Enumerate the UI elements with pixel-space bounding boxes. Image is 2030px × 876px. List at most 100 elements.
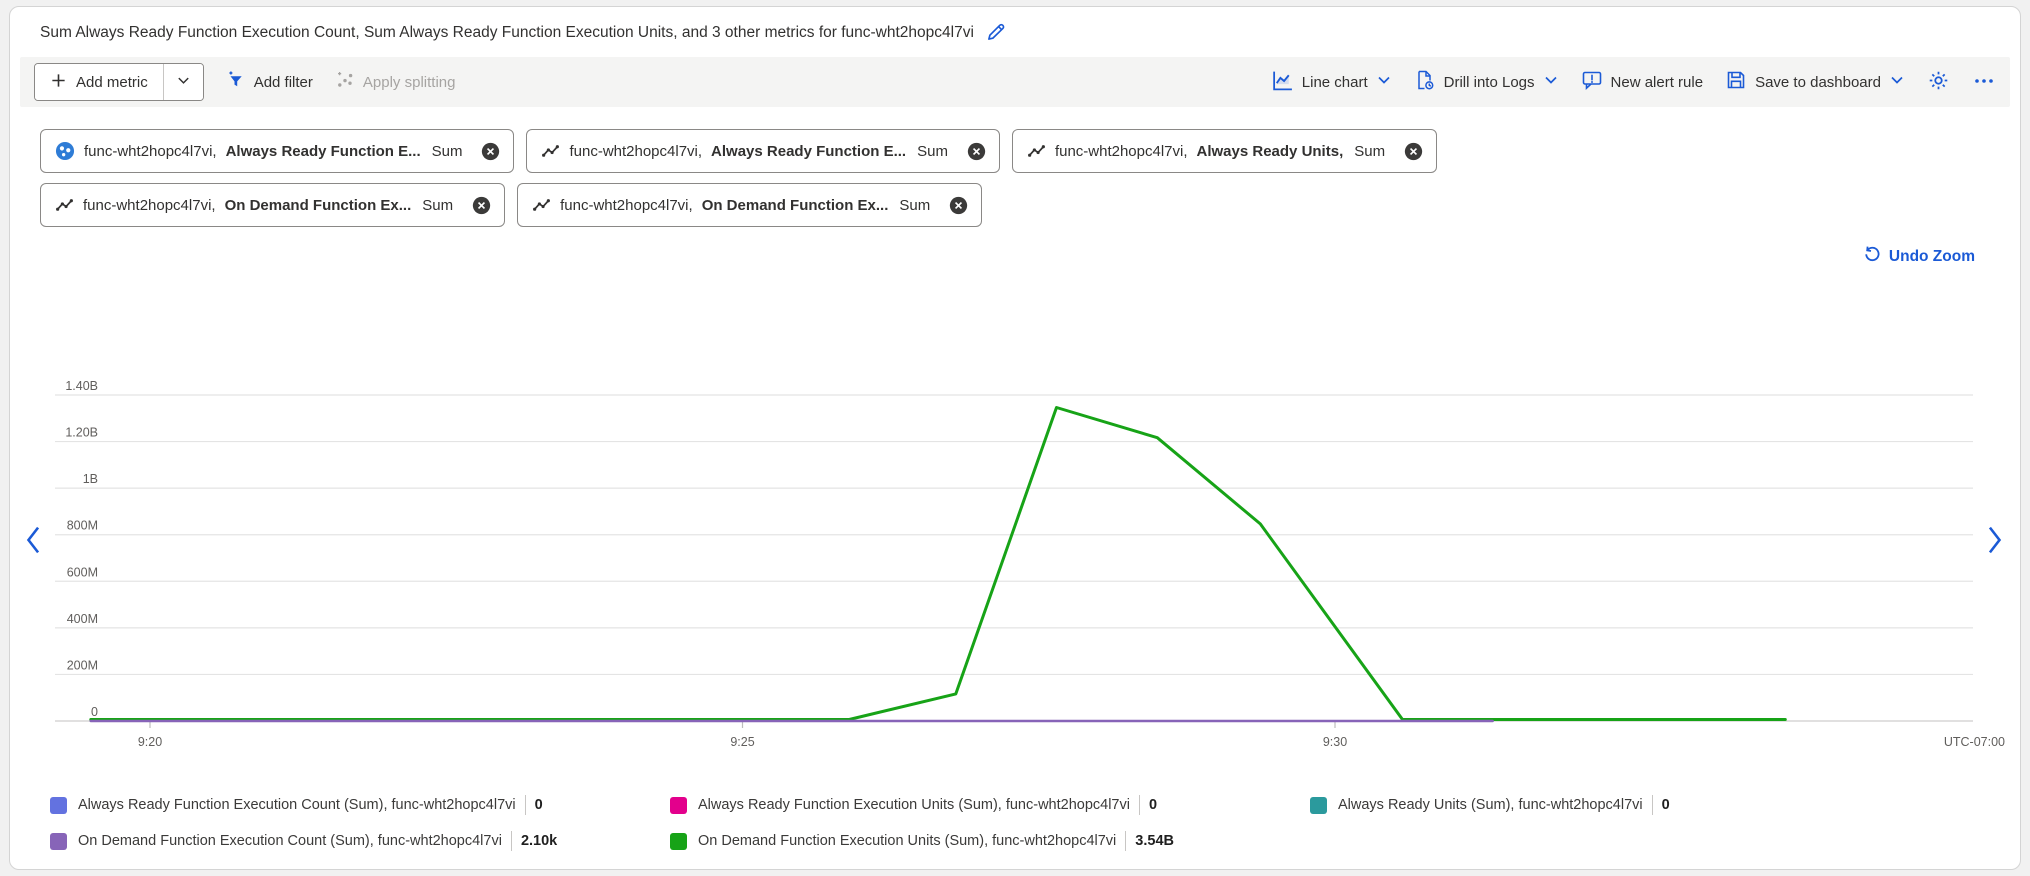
legend-separator [524, 795, 526, 815]
y-axis-tick-label: 0 [91, 705, 98, 719]
metric-pill[interactable]: func-wht2hopc4l7vi, Always Ready Function… [40, 129, 515, 173]
pill-aggregation: Sum [1354, 142, 1386, 160]
pan-right-button[interactable] [1982, 519, 2008, 563]
pill-resource: func-wht2hopc4l7vi, [83, 196, 216, 214]
legend-separator [1651, 795, 1653, 815]
pill-aggregation: Sum [431, 142, 463, 160]
close-icon[interactable] [481, 142, 500, 161]
close-icon[interactable] [949, 196, 968, 215]
chart-area: 0 200M 400M 600M 800M 1B 1.20B 1.40B 9:20 9:25 9:3… [10, 273, 2020, 753]
save-to-dashboard-label: Save to dashboard [1755, 73, 1881, 91]
settings-button[interactable] [1927, 69, 1950, 95]
add-filter-label: Add filter [253, 73, 313, 91]
chart-toolbar: Add metric Add filter Apply splitting Li… [20, 57, 2010, 107]
y-axis-tick-label: 1.40B [65, 379, 98, 393]
drill-into-logs-label: Drill into Logs [1443, 73, 1535, 91]
close-icon[interactable] [1404, 142, 1423, 161]
metric-pill[interactable]: func-wht2hopc4l7vi, Always Ready Function… [526, 129, 1000, 173]
chevron-down-icon [176, 73, 191, 91]
legend-label: Always Ready Units (Sum), func-wht2hopc4… [1338, 797, 1643, 813]
legend-swatch [50, 796, 67, 814]
gear-icon [1927, 69, 1950, 95]
legend-separator [1138, 795, 1140, 815]
x-axis-tick-label: 9:20 [138, 735, 162, 749]
chevron-right-icon [1986, 526, 2004, 559]
page-title: Sum Always Ready Function Execution Coun… [40, 24, 974, 41]
pill-metric: Always Ready Function E... [711, 142, 907, 160]
edit-title-button[interactable] [986, 22, 1006, 45]
y-axis-tick-label: 400M [67, 612, 98, 626]
pill-resource: func-wht2hopc4l7vi, [569, 142, 703, 160]
timezone-label: UTC-07:00 [1944, 735, 2005, 749]
legend-swatch [50, 832, 67, 850]
apply-splitting-button[interactable]: Apply splitting [335, 70, 455, 94]
pill-metric: On Demand Function Ex... [224, 196, 412, 214]
metric-line-icon [532, 196, 551, 215]
legend-separator [510, 831, 512, 851]
legend-label: On Demand Function Execution Units (Sum)… [698, 833, 1117, 849]
metric-pill[interactable]: func-wht2hopc4l7vi, On Demand Function Ex… [40, 183, 506, 227]
y-axis-tick-label: 600M [67, 565, 98, 579]
drill-logs-icon [1414, 69, 1436, 95]
filter-add-icon [226, 70, 246, 94]
chevron-down-icon [1889, 72, 1905, 92]
chevron-down-icon [1376, 72, 1392, 92]
line-chart-icon [1271, 69, 1294, 96]
new-alert-rule-button[interactable]: New alert rule [1581, 69, 1703, 95]
add-filter-button[interactable]: Add filter [226, 70, 313, 94]
chart-type-button[interactable]: Line chart [1271, 69, 1392, 96]
metrics-chart-card: Sum Always Ready Function Execution Coun… [9, 6, 2021, 870]
chart-type-label: Line chart [1301, 73, 1368, 91]
legend-item[interactable]: On Demand Function Execution Count (Sum)… [50, 825, 670, 857]
undo-zoom-button[interactable]: Undo Zoom [1861, 245, 1975, 270]
new-alert-icon [1581, 69, 1603, 95]
close-icon[interactable] [472, 196, 491, 215]
pill-aggregation: Sum [422, 196, 454, 214]
ellipsis-icon [1972, 70, 1996, 95]
save-icon [1725, 69, 1747, 95]
legend-value: 0 [1661, 797, 1670, 813]
close-icon[interactable] [967, 142, 986, 161]
legend-label: On Demand Function Execution Count (Sum)… [78, 833, 502, 849]
chart-legend: Always Ready Function Execution Count (S… [10, 789, 2020, 857]
legend-item[interactable]: Always Ready Function Execution Count (S… [50, 789, 670, 821]
y-axis-tick-label: 1B [83, 472, 98, 486]
pill-aggregation: Sum [899, 196, 931, 214]
metric-line-icon [541, 142, 560, 161]
undo-zoom-row: Undo Zoom [10, 241, 1975, 273]
pan-left-button[interactable] [20, 519, 46, 563]
y-axis-tick-label: 1.20B [65, 426, 98, 440]
add-metric-label: Add metric [76, 73, 148, 91]
chevron-down-icon [1543, 72, 1559, 92]
x-axis-tick-label: 9:30 [1323, 735, 1347, 749]
legend-item[interactable]: Always Ready Function Execution Units (S… [670, 789, 1310, 821]
add-metric-dropdown-button[interactable] [162, 64, 203, 100]
add-metric-split-button: Add metric [34, 63, 204, 101]
legend-swatch [1310, 796, 1327, 814]
chart-plot-area[interactable]: 0 200M 400M 600M 800M 1B 1.20B 1.40B 9:20 9:25 9:3… [10, 273, 2021, 753]
metric-pill-list: func-wht2hopc4l7vi, Always Ready Function… [10, 107, 2020, 227]
function-app-icon [55, 141, 75, 161]
metric-pill[interactable]: func-wht2hopc4l7vi, On Demand Function Ex… [517, 183, 983, 227]
legend-label: Always Ready Function Execution Count (S… [78, 797, 516, 813]
legend-value: 3.54B [1135, 833, 1174, 849]
save-to-dashboard-button[interactable]: Save to dashboard [1725, 69, 1905, 95]
title-bar: Sum Always Ready Function Execution Coun… [10, 7, 2020, 55]
metric-pill[interactable]: func-wht2hopc4l7vi, Always Ready Units, Su… [1011, 129, 1438, 173]
legend-item[interactable]: On Demand Function Execution Units (Sum)… [670, 825, 1310, 857]
add-metric-button[interactable]: Add metric [35, 64, 163, 100]
pill-row: func-wht2hopc4l7vi, Always Ready Function… [40, 129, 2020, 173]
metric-line-icon [55, 196, 74, 215]
pill-resource: func-wht2hopc4l7vi, [560, 196, 693, 214]
y-axis-tick-label: 800M [67, 519, 98, 533]
split-icon [335, 70, 355, 94]
more-options-button[interactable] [1972, 70, 1996, 95]
pill-row: func-wht2hopc4l7vi, On Demand Function Ex… [40, 183, 2020, 227]
drill-into-logs-button[interactable]: Drill into Logs [1414, 69, 1559, 95]
legend-item[interactable]: Always Ready Units (Sum), func-wht2hopc4… [1310, 789, 2020, 821]
legend-value: 0 [1148, 797, 1158, 813]
legend-separator [1125, 831, 1127, 851]
legend-value: 2.10k [520, 833, 558, 849]
pill-metric: Always Ready Function E... [225, 142, 421, 160]
y-axis-tick-label: 200M [67, 658, 98, 672]
